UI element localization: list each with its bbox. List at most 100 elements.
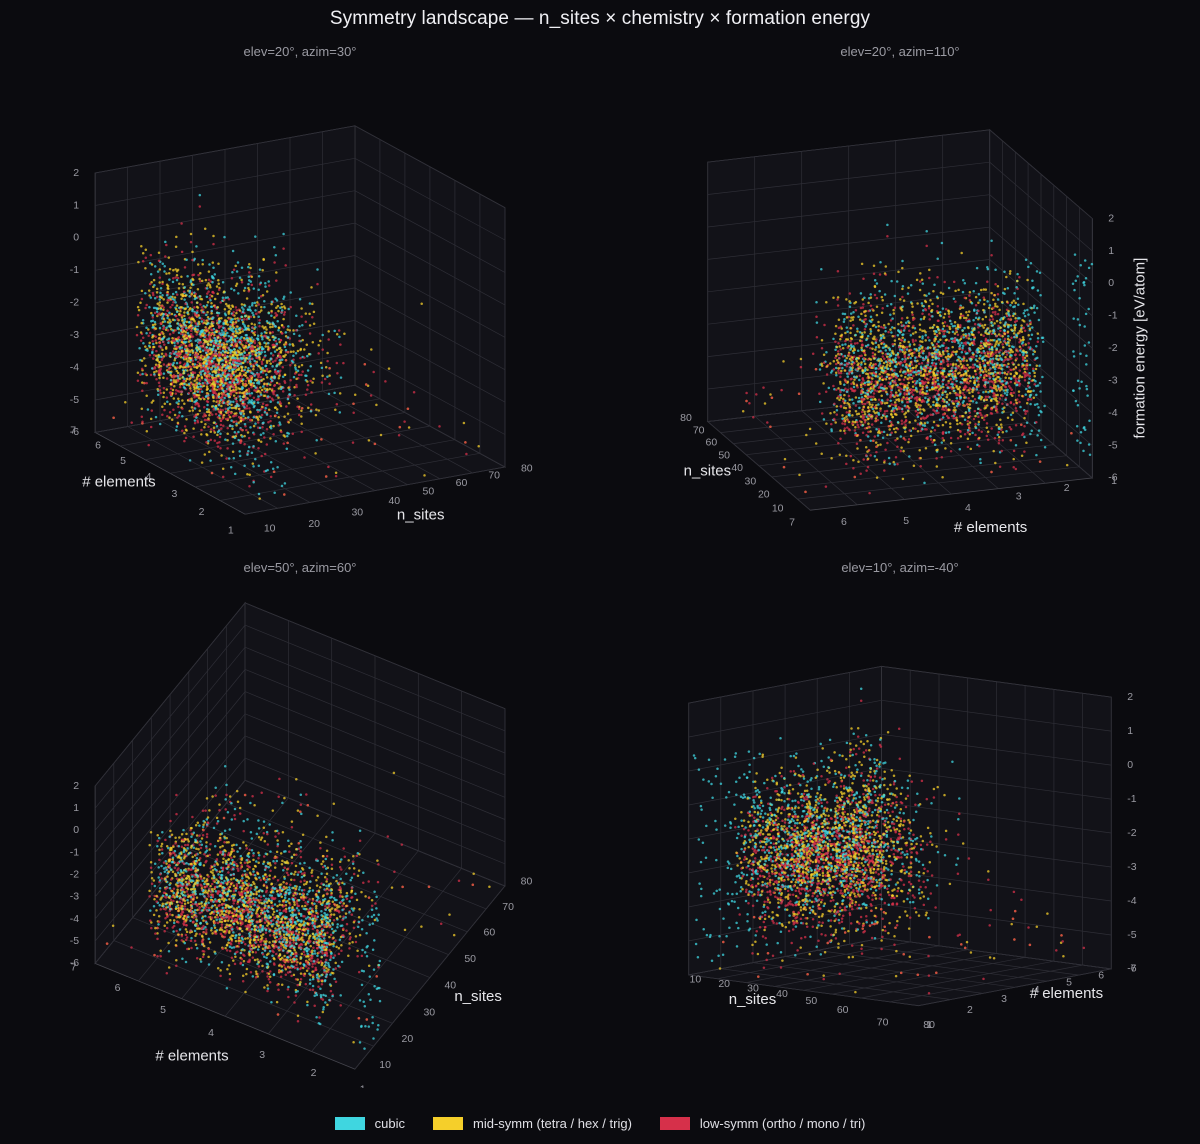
point-mid xyxy=(943,404,946,408)
point-low xyxy=(997,401,1001,404)
point-low xyxy=(160,358,164,362)
point-mid xyxy=(226,400,229,403)
point-mid xyxy=(1008,339,1011,342)
point-cubic xyxy=(230,341,233,344)
point-cubic xyxy=(149,273,153,276)
point-low xyxy=(352,411,355,414)
point-low xyxy=(1015,357,1019,360)
point-cubic xyxy=(250,392,254,395)
point-mid xyxy=(301,338,304,342)
point-low xyxy=(204,367,207,371)
point-cubic xyxy=(227,394,231,398)
point-low xyxy=(205,337,208,340)
point-cubic xyxy=(156,270,160,273)
point-low xyxy=(281,390,285,393)
point-low xyxy=(260,454,263,458)
point-cubic xyxy=(253,404,256,408)
point-low xyxy=(248,394,252,397)
point-low xyxy=(172,376,175,379)
point-cubic xyxy=(196,338,200,341)
point-cubic xyxy=(304,374,307,377)
point-cubic xyxy=(212,327,216,331)
point-mid xyxy=(875,305,879,308)
point-mid xyxy=(287,401,291,405)
point-low xyxy=(980,414,983,417)
point-mid xyxy=(198,409,202,413)
point-low xyxy=(250,357,254,361)
point-low xyxy=(219,336,222,340)
point-cubic xyxy=(243,314,247,318)
point-cubic xyxy=(931,358,934,362)
point-low xyxy=(974,373,978,376)
point-low xyxy=(211,332,214,336)
point-mid xyxy=(283,415,286,418)
point-cubic xyxy=(207,322,210,325)
point-mid xyxy=(966,313,970,317)
point-mid xyxy=(185,358,188,361)
point-low xyxy=(199,387,203,391)
point-cubic xyxy=(1076,439,1079,442)
point-low xyxy=(998,371,1002,374)
point-low xyxy=(211,388,214,391)
point-cubic xyxy=(246,308,250,311)
point-low xyxy=(237,376,241,380)
point-cubic xyxy=(262,385,265,388)
point-cubic xyxy=(258,321,261,325)
point-mid xyxy=(989,398,993,402)
point-mid xyxy=(162,308,165,312)
point-low xyxy=(212,342,216,345)
point-cubic xyxy=(338,411,342,414)
point-low xyxy=(226,346,229,349)
point-cubic xyxy=(174,290,178,294)
point-cubic xyxy=(188,321,191,324)
tick-label-x: 10 xyxy=(264,523,276,535)
point-low xyxy=(940,455,944,459)
point-low xyxy=(198,379,202,382)
point-mid xyxy=(983,407,986,410)
point-low xyxy=(155,378,158,381)
point-low xyxy=(927,313,931,316)
point-mid xyxy=(162,317,166,321)
point-mid xyxy=(993,332,997,336)
point-mid xyxy=(1006,330,1010,334)
point-low xyxy=(996,293,1000,296)
point-cubic xyxy=(268,321,271,324)
point-mid xyxy=(231,305,235,309)
point-cubic xyxy=(1023,435,1026,439)
point-low xyxy=(179,332,183,336)
point-mid xyxy=(182,366,185,369)
point-mid xyxy=(191,278,195,282)
point-mid xyxy=(201,358,205,361)
point-cubic xyxy=(295,314,298,317)
point-mid xyxy=(200,461,204,464)
point-cubic xyxy=(247,265,250,269)
point-low xyxy=(217,326,221,329)
point-mid xyxy=(820,362,823,366)
point-low xyxy=(745,391,748,395)
point-low xyxy=(216,314,220,317)
point-low xyxy=(188,398,191,401)
point-low xyxy=(1022,357,1025,360)
point-mid xyxy=(242,289,246,292)
point-mid xyxy=(139,301,142,304)
point-low xyxy=(222,424,225,428)
point-cubic xyxy=(1076,379,1080,383)
point-low xyxy=(928,353,931,357)
point-low xyxy=(298,339,301,343)
point-low xyxy=(159,373,163,376)
point-mid xyxy=(200,279,204,283)
point-low xyxy=(321,348,324,351)
point-low xyxy=(1006,403,1009,406)
point-mid xyxy=(211,261,215,264)
point-cubic xyxy=(276,401,280,404)
point-mid xyxy=(261,325,264,328)
point-cubic xyxy=(1037,406,1040,409)
point-mid xyxy=(212,399,215,403)
point-mid xyxy=(251,340,255,343)
point-low xyxy=(884,417,888,421)
point-cubic xyxy=(231,442,235,445)
point-cubic xyxy=(932,403,935,407)
point-low xyxy=(279,402,283,405)
point-cubic xyxy=(253,301,257,305)
point-mid xyxy=(293,385,296,389)
